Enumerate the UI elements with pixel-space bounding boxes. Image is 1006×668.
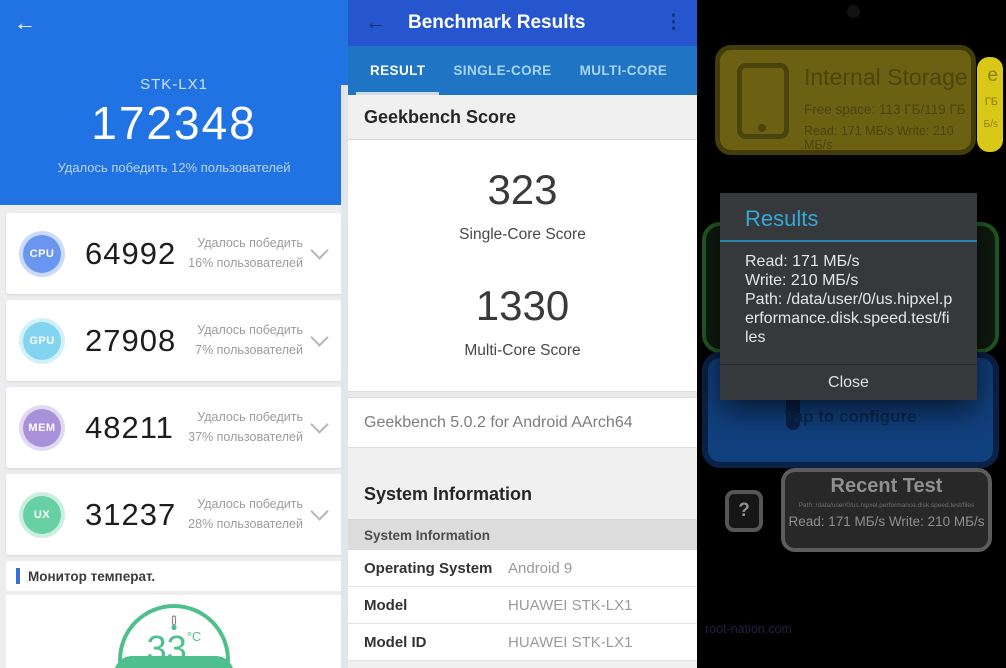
single-core-score: 323 [487,166,558,213]
row-value: HUAWEI STK-LX1 [508,596,633,614]
antutu-panel: ← STK-LX1 172348 Удалось победить 12% по… [0,0,348,668]
sysinfo-section-header: System Information [348,470,697,520]
geekbench-panel: ← Benchmark Results ⋮ RESULT SINGLE-CORE… [348,0,697,668]
section-accent-bar [16,568,20,584]
results-dialog: Results Read: 171 МБ/s Write: 210 МБ/s P… [720,193,977,400]
tab-single-core[interactable]: SINGLE-CORE [453,63,552,78]
table-row: Operating System Android 9 [348,550,697,587]
cpu-score: 64992 [85,235,177,271]
row-label: Model [364,596,408,614]
temperature-monitor-label: Монитор температ. [28,568,156,584]
multi-core-label: Multi-Core Score [464,342,581,359]
ux-note: Удалось победить 28% пользователей [188,497,303,531]
help-button[interactable]: ? [725,490,763,532]
cpu-score-row[interactable]: CPU 64992 Удалось победить 16% пользоват… [6,213,342,294]
chevron-down-icon[interactable] [310,415,329,434]
geekbench-appbar: ← Benchmark Results ⋮ [348,0,697,46]
score-card: 323 Single-Core Score 1330 Multi-Core Sc… [348,140,697,392]
mem-icon: MEM [19,404,65,451]
single-core-label: Single-Core Score [459,226,586,243]
total-score: 172348 [91,97,257,149]
recent-test-card[interactable]: Recent Test Path: /data/user/0/us.hipxel… [781,468,992,552]
dialog-body: Read: 171 МБ/s Write: 210 МБ/s Path: /da… [720,242,977,347]
ux-icon: UX [19,491,65,538]
temperature-monitor-header: Монитор температ. [6,561,342,591]
score-list: CPU 64992 Удалось победить 16% пользоват… [0,205,348,668]
chevron-down-icon[interactable] [310,502,329,521]
cpu-badge-label: CPU [29,247,55,260]
camera-punch-hole [847,5,860,18]
ux-badge-label: UX [33,508,51,521]
gpu-score: 27908 [85,322,177,358]
overflow-menu-icon[interactable]: ⋮ [664,12,683,33]
device-name: STK-LX1 [140,76,208,93]
table-row: Model HUAWEI STK-LX1 [348,587,697,624]
mem-score: 48211 [85,409,174,445]
antutu-header: ← STK-LX1 172348 Удалось победить 12% по… [0,0,348,205]
table-row: Model ID HUAWEI STK-LX1 [348,624,697,661]
gpu-note: Удалось победить 7% пользователей [195,323,303,357]
recent-test-speed: Read: 171 МБ/s Write: 210 МБ/s [788,514,985,529]
scrollbar[interactable] [341,85,348,668]
recent-test-path: Path: /data/user/0/us.hipxel.performance… [798,502,975,509]
mem-badge-label: MEM [28,421,56,434]
storage-card-bright-edge: e ГБ Б/s [977,57,1003,152]
disk-test-panel: Internal Storage Free space: 113 ГБ/119 … [697,0,1006,668]
back-arrow-icon[interactable]: ← [365,11,386,34]
dialog-title: Results [745,206,819,231]
cpu-note: Удалось победить 16% пользователей [188,236,303,270]
tab-result[interactable]: RESULT [356,46,440,95]
temperature-card: 33°C [6,595,342,668]
phone-icon [737,63,789,139]
tab-multi-core[interactable]: MULTI-CORE [579,63,668,78]
chevron-down-icon[interactable] [310,241,329,260]
gpu-score-row[interactable]: GPU 27908 Удалось победить 7% пользовате… [6,300,342,381]
storage-free-space: Free space: 113 ГБ/119 ГБ [804,102,966,117]
storage-title: Internal Storage [804,64,968,90]
cpu-icon: CPU [19,230,65,277]
read-speed: Read: 171 МБ/s [745,253,860,270]
gpu-badge-label: GPU [29,334,55,347]
divider [348,392,697,398]
gpu-icon: GPU [19,317,65,364]
score-section-header: Geekbench Score [348,95,697,140]
ux-score-row[interactable]: UX 31237 Удалось победить 28% пользовате… [6,474,342,555]
sysinfo-subheader: System Information [348,520,697,550]
write-speed: Write: 210 МБ/s [745,272,859,289]
score-subtitle: Удалось победить 12% пользователей [57,160,291,175]
row-value: HUAWEI STK-LX1 [508,633,633,651]
ux-score: 31237 [85,496,177,532]
test-path: Path: /data/user/0/us.hipxel.performance… [745,291,953,346]
page-title: Benchmark Results [408,12,586,33]
watermark: root-nation.com [705,622,792,636]
close-button[interactable]: Close [828,373,869,391]
version-row: Geekbench 5.0.2 for Android AArch64 [348,398,697,448]
internal-storage-card[interactable]: Internal Storage Free space: 113 ГБ/119 … [715,45,976,155]
chevron-down-icon[interactable] [310,328,329,347]
back-arrow-icon[interactable]: ← [14,10,36,35]
temperature-action-button[interactable] [114,656,234,668]
row-label: Model ID [364,633,427,651]
dialog-footer: Close [720,364,977,400]
mem-score-row[interactable]: MEM 48211 Удалось победить 37% пользоват… [6,387,342,468]
row-value: Android 9 [508,559,573,577]
storage-speed: Read: 171 МБ/s Write: 210 МБ/s [804,124,954,152]
tab-bar: RESULT SINGLE-CORE MULTI-CORE [348,46,697,95]
configure-label: Tap to configure [784,407,917,426]
multi-core-score: 1330 [475,282,570,329]
recent-test-title: Recent Test [830,475,943,497]
thermometer-icon [171,615,177,631]
dialog-divider [720,240,977,242]
mem-note: Удалось победить 37% пользователей [188,410,303,444]
divider [348,448,697,470]
row-label: Operating System [364,559,493,577]
